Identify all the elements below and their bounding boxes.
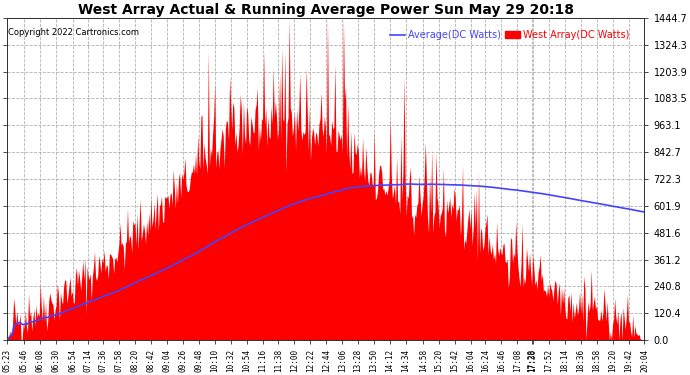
Title: West Array Actual & Running Average Power Sun May 29 20:18: West Array Actual & Running Average Powe… [78,3,574,17]
Legend: Average(DC Watts), West Array(DC Watts): Average(DC Watts), West Array(DC Watts) [386,26,633,44]
Text: Copyright 2022 Cartronics.com: Copyright 2022 Cartronics.com [8,28,139,37]
